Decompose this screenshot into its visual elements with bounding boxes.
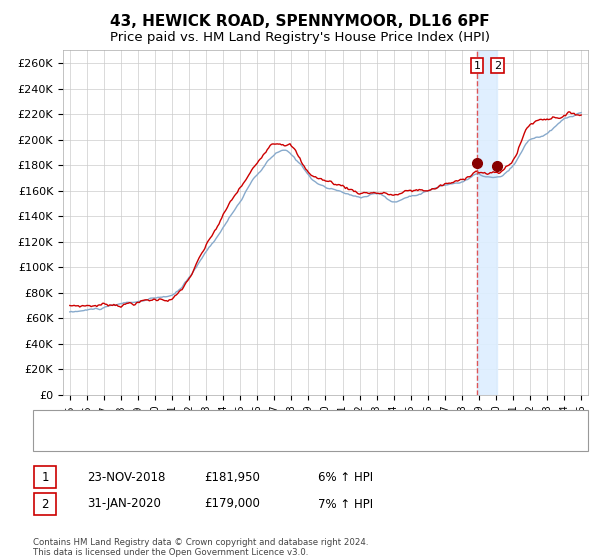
- Text: Price paid vs. HM Land Registry's House Price Index (HPI): Price paid vs. HM Land Registry's House …: [110, 31, 490, 44]
- Text: 1: 1: [474, 60, 481, 71]
- Text: Contains HM Land Registry data © Crown copyright and database right 2024.
This d: Contains HM Land Registry data © Crown c…: [33, 538, 368, 557]
- Text: —: —: [42, 413, 58, 428]
- Text: 7% ↑ HPI: 7% ↑ HPI: [318, 497, 373, 511]
- Bar: [477, 50, 497, 395]
- Text: £181,950: £181,950: [204, 470, 260, 484]
- Text: 1: 1: [41, 470, 49, 484]
- Text: 43, HEWICK ROAD, SPENNYMOOR, DL16 6PF: 43, HEWICK ROAD, SPENNYMOOR, DL16 6PF: [110, 14, 490, 29]
- Text: 2: 2: [494, 60, 501, 71]
- Text: 23-NOV-2018: 23-NOV-2018: [87, 470, 166, 484]
- Text: —: —: [42, 433, 58, 448]
- Text: 2: 2: [41, 497, 49, 511]
- Text: £179,000: £179,000: [204, 497, 260, 511]
- Text: 43, HEWICK ROAD, SPENNYMOOR, DL16 6PF (detached house): 43, HEWICK ROAD, SPENNYMOOR, DL16 6PF (d…: [66, 416, 409, 426]
- Text: 6% ↑ HPI: 6% ↑ HPI: [318, 470, 373, 484]
- Text: HPI: Average price, detached house, County Durham: HPI: Average price, detached house, Coun…: [66, 436, 355, 446]
- Text: 31-JAN-2020: 31-JAN-2020: [87, 497, 161, 511]
